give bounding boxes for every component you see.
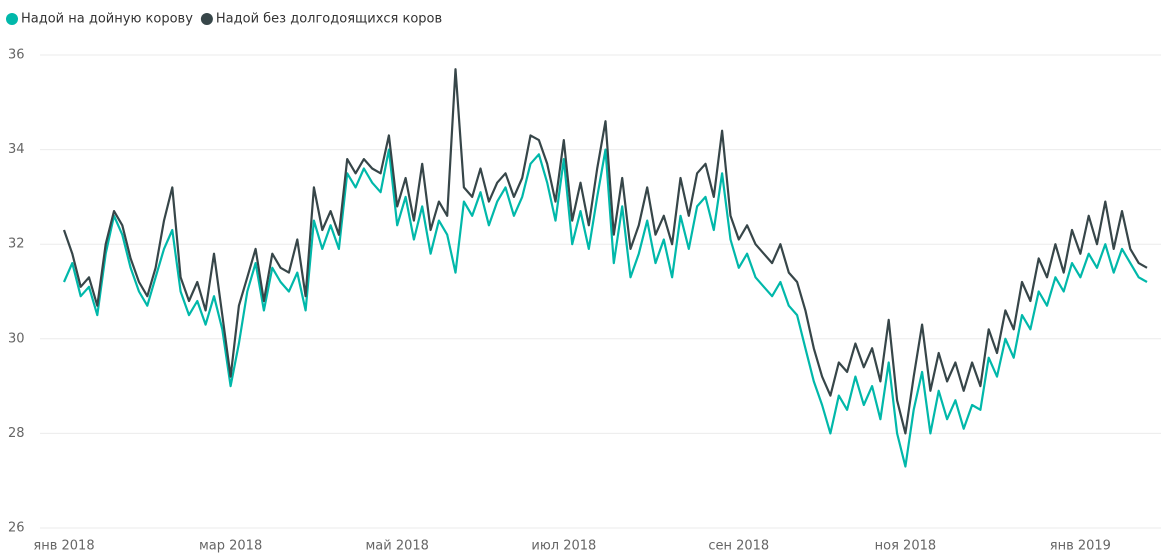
y-tick-label: 32: [8, 237, 25, 252]
x-tick-label: май 2018: [366, 539, 429, 554]
legend-label: Надой без долгодоящихся коров: [216, 12, 442, 27]
legend-swatch: [6, 13, 18, 25]
x-tick-label: сен 2018: [708, 539, 769, 554]
x-tick-label: ноя 2018: [875, 539, 937, 554]
series-line: [62, 68, 1148, 435]
y-tick-label: 30: [8, 331, 25, 346]
y-tick-label: 26: [8, 521, 25, 536]
y-tick-label: 36: [8, 48, 25, 63]
legend-swatch: [200, 13, 213, 25]
x-tick-label: янв 2019: [1050, 539, 1111, 554]
y-tick-label: 34: [8, 142, 25, 157]
x-tick-label: янв 2018: [33, 539, 94, 554]
legend-label: Надой на дойную корову: [21, 12, 193, 27]
y-tick-label: 28: [8, 426, 25, 441]
legend: Надой на дойную корову Надой без долгодоя…: [6, 12, 442, 27]
x-tick-label: мар 2018: [199, 539, 262, 554]
x-tick-label: июл 2018: [531, 539, 596, 554]
series-line: [62, 148, 1148, 468]
